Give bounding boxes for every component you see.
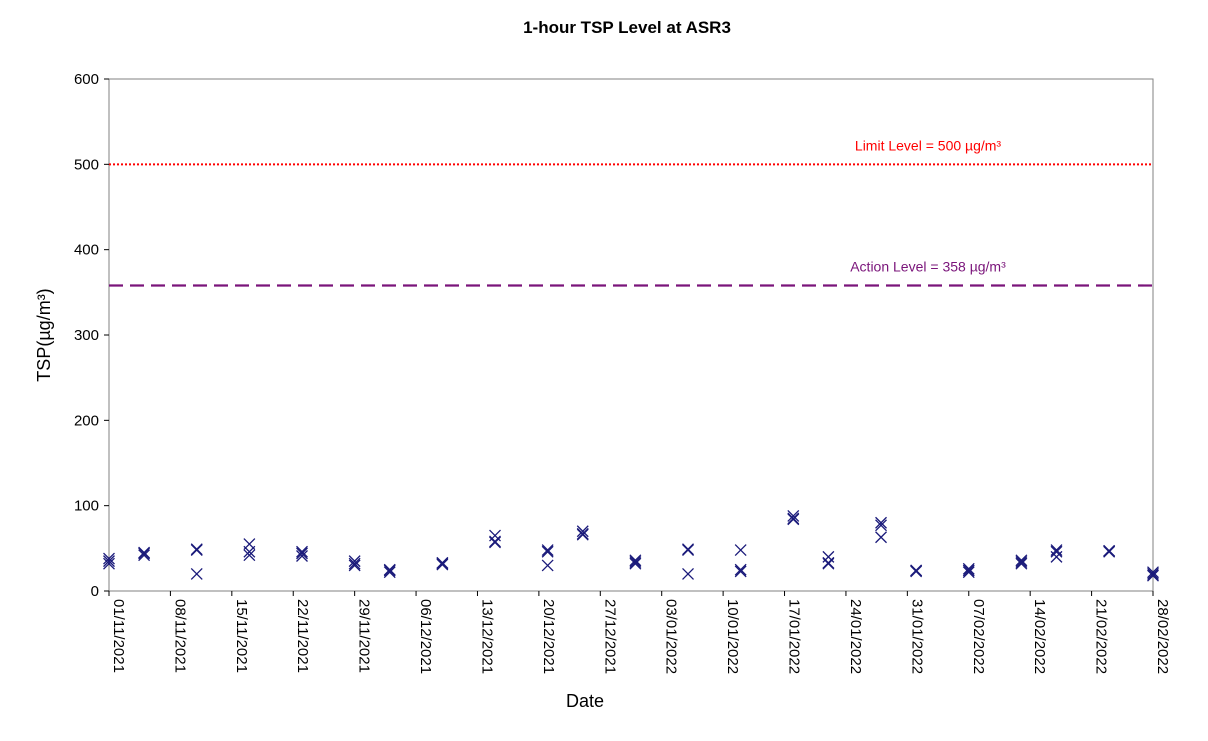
data-point — [190, 544, 203, 556]
data-point — [348, 557, 361, 570]
data-point — [1015, 554, 1028, 567]
data-point — [629, 557, 642, 570]
data-point — [787, 509, 800, 522]
x-tick-label: 17/01/2022 — [786, 599, 803, 674]
y-tick-label: 100 — [74, 498, 99, 515]
data-point — [576, 525, 589, 538]
data-points — [103, 509, 1159, 582]
data-point — [875, 531, 887, 544]
data-point — [436, 557, 449, 570]
data-point — [682, 567, 694, 580]
data-point — [138, 549, 151, 562]
y-axis: 0 100 200 300 400 500 600 — [74, 71, 109, 600]
data-point — [243, 545, 256, 558]
reference-lines: Limit Level = 500 µg/m³ Action Level = 35… — [109, 137, 1153, 287]
data-point — [243, 549, 256, 562]
data-point — [875, 519, 887, 532]
x-tick-label: 03/01/2022 — [663, 599, 680, 674]
y-tick-label: 200 — [74, 412, 99, 429]
data-point — [734, 565, 747, 578]
x-tick-label: 06/12/2021 — [417, 599, 434, 674]
data-point — [190, 567, 203, 580]
x-tick-label: 27/12/2021 — [601, 599, 618, 674]
x-tick-label: 28/02/2022 — [1154, 599, 1171, 674]
data-point — [1147, 567, 1159, 580]
x-tick-label: 15/11/2021 — [233, 599, 250, 673]
data-point — [296, 547, 308, 560]
data-point — [1015, 556, 1028, 568]
data-point — [962, 562, 975, 575]
data-point — [103, 552, 115, 565]
data-point — [734, 563, 747, 576]
data-point — [682, 544, 694, 556]
data-point — [296, 545, 308, 558]
x-tick-label: 01/11/2021 — [110, 599, 127, 673]
data-point — [629, 556, 642, 568]
x-tick-label: 22/11/2021 — [294, 599, 311, 673]
x-tick-label: 10/01/2022 — [724, 599, 741, 674]
data-point — [1050, 550, 1063, 563]
data-point — [962, 566, 975, 579]
x-axis-label: Date — [566, 691, 604, 711]
data-point — [1103, 544, 1116, 557]
data-point — [962, 564, 975, 577]
data-point — [383, 564, 396, 577]
x-tick-label: 31/01/2022 — [908, 599, 925, 674]
data-point — [1147, 566, 1159, 579]
plot-area — [108, 78, 1154, 592]
data-point — [103, 555, 115, 568]
data-point — [383, 566, 396, 579]
data-point — [1050, 545, 1063, 558]
data-point — [138, 547, 151, 560]
data-point — [629, 554, 642, 567]
x-tick-label: 24/01/2022 — [847, 599, 864, 674]
x-tick-label: 07/02/2022 — [970, 599, 987, 674]
x-tick-label: 29/11/2021 — [356, 599, 373, 673]
y-tick-label: 300 — [74, 327, 99, 344]
reference-line-label-1: Action Level = 358 µg/m³ — [850, 259, 1006, 275]
data-point — [1015, 557, 1028, 570]
x-tick-label: 20/12/2021 — [540, 599, 557, 674]
data-point — [910, 564, 923, 577]
data-point — [576, 527, 589, 540]
data-point — [489, 536, 501, 549]
data-point — [296, 550, 308, 562]
y-tick-label: 600 — [74, 71, 99, 88]
data-point — [541, 545, 554, 558]
reference-line-label-0: Limit Level = 500 µg/m³ — [855, 137, 1002, 153]
y-axis-label: TSP(µg/m³) — [34, 288, 54, 381]
data-point — [787, 512, 800, 525]
x-tick-label: 21/02/2022 — [1093, 599, 1110, 674]
data-point — [734, 544, 747, 556]
x-tick-label: 13/12/2021 — [478, 599, 495, 674]
y-tick-label: 500 — [74, 156, 99, 173]
data-point — [541, 559, 554, 572]
data-point — [103, 557, 115, 570]
data-point — [822, 557, 835, 570]
data-point — [348, 555, 361, 568]
x-axis: 01/11/2021 08/11/2021 15/11/2021 22/11/2021… — [108, 591, 1171, 674]
x-tick-label: 08/11/2021 — [171, 599, 188, 673]
data-point — [541, 544, 554, 556]
chart-title: 1-hour TSP Level at ASR3 — [523, 18, 731, 37]
data-point — [348, 559, 361, 572]
data-point — [875, 516, 887, 529]
data-point — [1147, 569, 1159, 582]
y-tick-label: 400 — [74, 242, 99, 259]
x-tick-label: 14/02/2022 — [1031, 599, 1048, 674]
y-tick-label: 0 — [91, 583, 99, 600]
